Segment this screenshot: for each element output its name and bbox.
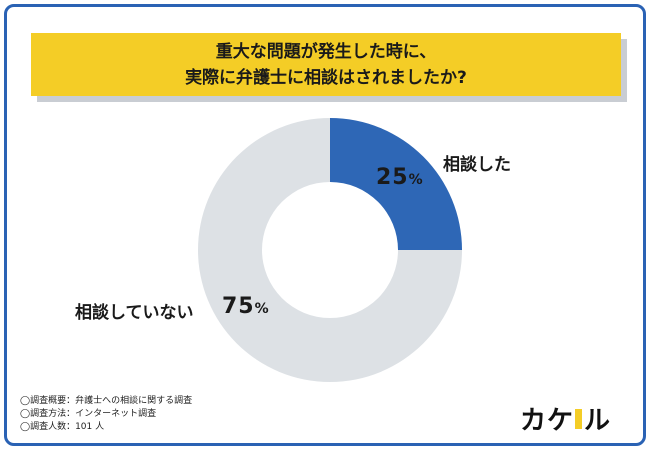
value-label-not-consulted: 75% bbox=[222, 294, 270, 319]
note-count: ◯調査人数：101 人 bbox=[20, 422, 105, 432]
value-unit-not-consulted: % bbox=[254, 301, 270, 317]
survey-notes: ◯調査概要：弁護士への相談に関する調査 ◯調査方法：インターネット調査 ◯調査人… bbox=[20, 395, 192, 434]
logo-mark bbox=[575, 408, 583, 429]
logo-text-part2: ル bbox=[584, 406, 612, 436]
logo-text-part1: カケ bbox=[520, 406, 575, 436]
category-label-consulted: 相談した bbox=[443, 155, 511, 175]
title-banner: 重大な問題が発生した時に、 実際に弁護士に相談はされましたか? bbox=[31, 33, 621, 96]
value-number-consulted: 25 bbox=[376, 165, 409, 190]
slice-not-consulted bbox=[198, 118, 462, 382]
value-label-consulted: 25% bbox=[376, 165, 424, 190]
title-line-2: 実際に弁護士に相談はされましたか? bbox=[185, 67, 467, 88]
note-overview: ◯調査概要：弁護士への相談に関する調査 bbox=[20, 396, 193, 406]
title-line-1: 重大な問題が発生した時に、 bbox=[215, 41, 437, 62]
value-unit-consulted: % bbox=[408, 172, 424, 188]
slice-consulted bbox=[330, 118, 462, 250]
kakeru-logo: カケル bbox=[520, 400, 611, 437]
value-number-not-consulted: 75 bbox=[222, 294, 255, 319]
category-label-not-consulted: 相談していない bbox=[75, 303, 194, 323]
note-method: ◯調査方法：インターネット調査 bbox=[20, 409, 157, 419]
